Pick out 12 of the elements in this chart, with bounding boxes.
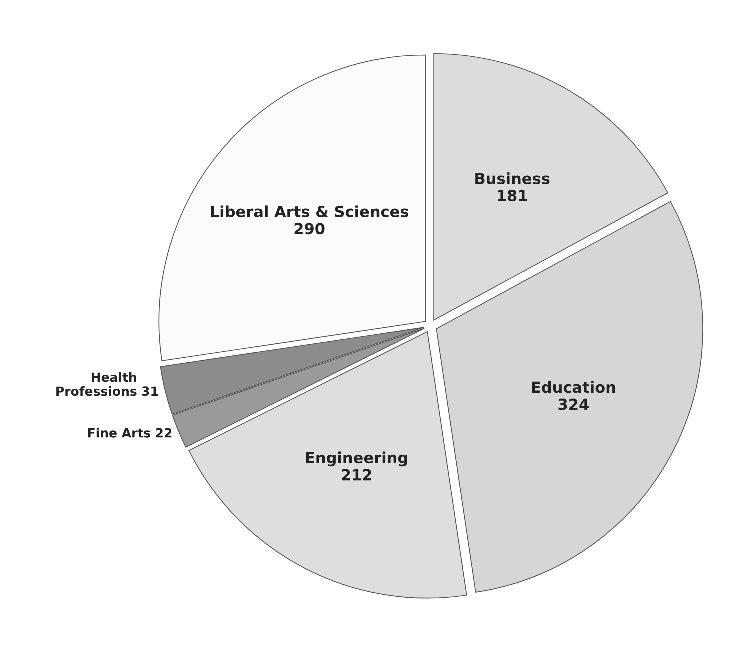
slice-label: Education [532,381,616,394]
data-label: 290 [294,223,325,235]
data-label: 22 [156,428,172,438]
slice-label: Business [476,172,550,184]
slice-label: Engineering [306,452,408,467]
data-label: 31 [142,386,158,396]
slice-label: Liberal Arts & Sciences [211,206,409,218]
data-label: 181 [498,190,528,202]
slice-label: Fine Arts [88,428,151,438]
data-label: 212 [342,469,372,481]
slice-label: Health Professions [56,372,137,396]
data-label: 324 [558,398,589,410]
